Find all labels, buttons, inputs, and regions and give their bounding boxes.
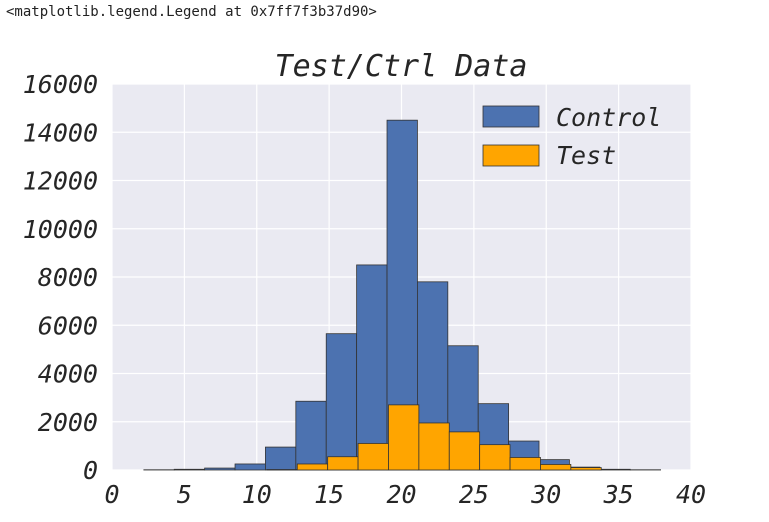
y-tick-label: 0 (83, 456, 98, 485)
test-bar (448, 431, 481, 471)
x-tick-label: 0 (104, 480, 119, 509)
bars (143, 119, 662, 471)
x-tick-label: 15 (314, 480, 344, 509)
x-tick-label: 10 (242, 480, 272, 509)
x-tick-labels: 0 5 10 15 20 25 30 35 40 (104, 480, 706, 509)
legend-label-test: Test (556, 141, 616, 170)
x-tick-label: 40 (676, 480, 706, 509)
x-tick-label: 20 (386, 480, 416, 509)
y-tick-labels: 0 2000 4000 6000 8000 10000 12000 14000 16000 (23, 70, 98, 485)
test-bar (479, 444, 511, 471)
control-bar (204, 467, 236, 471)
test-bar (509, 457, 541, 471)
legend-swatch-test (482, 144, 540, 167)
control-bar (356, 264, 388, 471)
test-bar (357, 443, 389, 471)
control-bar (325, 333, 358, 471)
test-bar (570, 467, 602, 471)
y-tick-label: 10000 (23, 215, 98, 244)
control-bar (234, 463, 266, 471)
y-tick-label: 8000 (38, 263, 98, 292)
x-tick-label: 35 (603, 480, 634, 509)
test-bar (540, 464, 572, 471)
legend-label-control: Control (556, 103, 661, 132)
y-tick-label: 14000 (23, 118, 98, 147)
y-tick-label: 12000 (23, 167, 98, 196)
test-bar (418, 422, 450, 471)
control-bar (599, 468, 631, 471)
y-tick-label: 2000 (38, 408, 98, 437)
legend: Control Test (482, 103, 661, 170)
legend-swatch-control (482, 105, 540, 128)
test-bar (388, 404, 420, 471)
y-tick-label: 16000 (23, 70, 98, 99)
x-tick-label: 25 (459, 480, 489, 509)
test-bar (296, 463, 329, 471)
control-bar (173, 468, 206, 471)
x-tick-label: 30 (530, 480, 561, 509)
cell-output-text: <matplotlib.legend.Legend at 0x7ff7f3b37… (6, 4, 377, 20)
control-bar (295, 400, 327, 471)
x-tick-label: 5 (177, 480, 192, 509)
y-tick-label: 4000 (38, 360, 98, 389)
test-bar (327, 456, 359, 471)
y-tick-label: 6000 (38, 311, 98, 340)
chart-title: Test/Ctrl Data (275, 49, 528, 84)
control-bar (265, 446, 297, 471)
